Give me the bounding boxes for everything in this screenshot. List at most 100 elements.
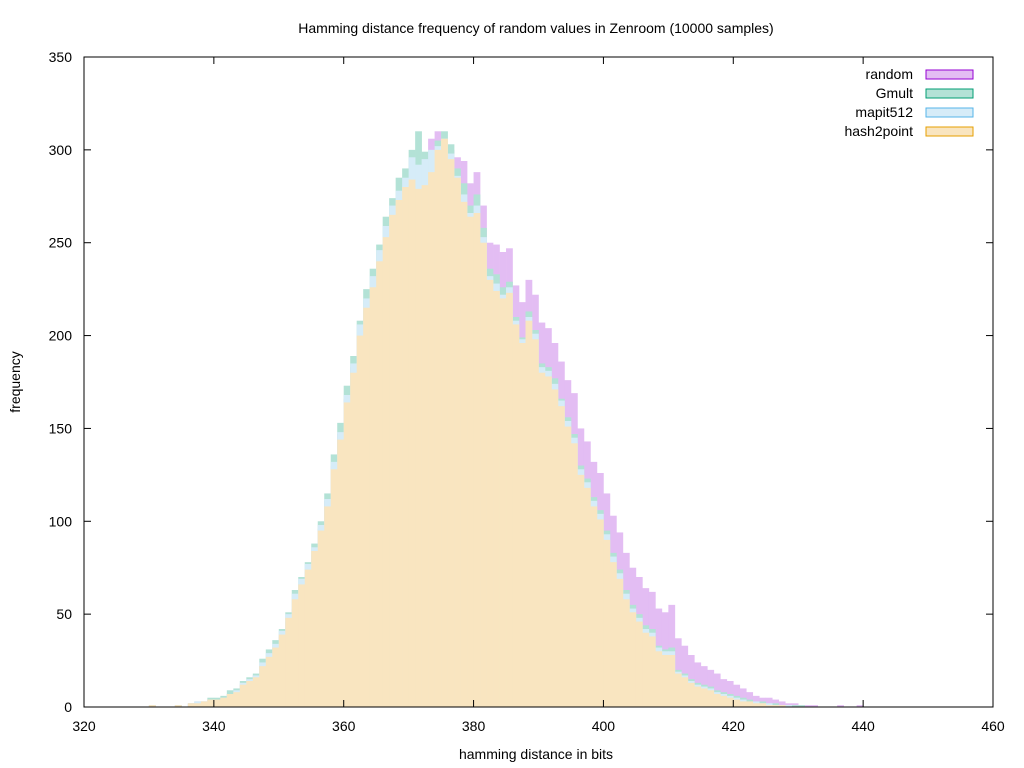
x-tick-label: 440 [851,718,875,734]
bar-hash2point-408 [655,651,663,707]
bar-hash2point-366 [382,237,390,707]
x-tick-label: 420 [722,718,746,734]
bar-random-426 [772,699,780,707]
bar-hash2point-427 [778,705,786,707]
bar-hash2point-370 [408,179,416,707]
bar-hash2point-364 [369,287,377,707]
y-tick-label: 0 [64,699,72,715]
bar-hash2point-421 [739,701,747,707]
bar-hash2point-391 [544,376,552,707]
bar-Gmult-429 [791,705,799,707]
bar-hash2point-424 [759,703,767,707]
bar-hash2point-363 [363,307,370,707]
y-tick-label: 150 [49,420,73,436]
bar-random-420 [733,684,741,707]
bar-hash2point-358 [330,469,338,707]
bar-random-432 [811,705,818,707]
bar-hash2point-393 [557,406,565,707]
bar-hash2point-394 [564,426,572,707]
legend-label-mapit512: mapit512 [855,104,913,120]
bar-hash2point-405 [635,621,643,707]
bar-hash2point-365 [376,261,383,707]
bar-hash2point-352 [291,599,299,707]
bar-hash2point-381 [480,242,487,707]
bar-hash2point-346 [252,677,260,707]
bar-hash2point-351 [285,617,293,707]
bar-hash2point-409 [661,655,669,707]
bar-hash2point-388 [525,320,533,707]
bar-hash2point-425 [765,705,773,707]
x-tick-label: 460 [981,718,1005,734]
bar-hash2point-367 [389,214,396,708]
y-tick-label: 350 [49,49,73,65]
bar-random-436 [837,705,844,707]
bar-hash2point-360 [343,402,351,707]
y-tick-label: 100 [49,513,73,529]
legend-swatch-hash2point [925,126,974,137]
bar-hash2point-341 [220,697,228,707]
axis-ticks: 320 340 360 380 400 420 440 460 0 50 100 150 200 250 3… [49,49,1005,734]
bar-hash2point-345 [246,681,254,707]
bar-hash2point-378 [460,201,468,708]
bar-hash2point-404 [629,612,637,707]
bar-hash2point-400 [603,539,611,707]
x-tick-label: 380 [462,718,486,734]
bar-hash2point-403 [622,599,630,707]
bar-hash2point-406 [642,632,650,707]
bar-random-417 [713,673,721,707]
bar-hash2point-361 [350,372,357,707]
bar-hash2point-411 [674,673,682,707]
bar-hash2point-343 [233,692,241,707]
bar-random-425 [765,697,773,707]
x-tick-label: 320 [72,718,96,734]
bar-hash2point-347 [259,666,267,707]
bar-hash2point-337 [194,703,202,707]
bar-hash2point-426 [772,705,780,707]
bar-hash2point-386 [512,324,520,707]
bar-random-439 [856,705,864,707]
y-axis-label: frequency [7,351,23,412]
y-tick-label: 300 [49,142,73,158]
bar-mapit512-428 [785,705,793,707]
bar-hash2point-344 [239,684,247,707]
bar-hash2point-414 [694,686,702,707]
bar-hash2point-372 [421,185,429,707]
bar-hash2point-399 [596,519,604,707]
bar-random-427 [778,701,786,707]
bar-hash2point-395 [570,443,578,707]
bar-hash2point-362 [356,335,364,707]
bar-hash2point-336 [187,703,195,707]
bar-hash2point-384 [499,298,507,707]
bar-hash2point-340 [213,699,221,707]
bar-hash2point-383 [493,291,500,707]
bar-hash2point-339 [207,699,215,707]
bar-hash2point-350 [278,634,286,707]
legend-label-Gmult: Gmult [876,85,913,101]
legend-label-hash2point: hash2point [844,123,913,139]
bar-hash2point-416 [707,690,715,707]
x-axis-label: hamming distance in bits [459,746,613,762]
bar-random-431 [804,705,812,707]
bar-hash2point-377 [454,177,461,707]
bar-Gmult-430 [798,705,805,707]
bar-hash2point-374 [434,149,442,708]
histogram-bars [148,131,864,708]
x-tick-label: 340 [202,718,226,734]
y-tick-label: 50 [56,606,72,622]
bar-hash2point-396 [577,474,585,707]
bar-hash2point-419 [726,697,734,707]
bar-hash2point-382 [486,279,494,707]
bar-hash2point-423 [752,703,760,707]
bar-hash2point-397 [583,487,591,707]
bar-hash2point-387 [519,343,526,707]
bar-hash2point-398 [590,506,598,707]
bar-hash2point-417 [713,694,721,707]
bar-hash2point-342 [226,694,234,707]
legend-swatch-mapit512 [925,107,974,118]
legend-swatch-Gmult [925,88,974,99]
bar-hash2point-402 [616,578,624,707]
bar-hash2point-420 [733,699,741,707]
bar-hash2point-354 [304,569,312,707]
legend-label-random: random [866,66,913,82]
bar-hash2point-410 [668,655,676,707]
